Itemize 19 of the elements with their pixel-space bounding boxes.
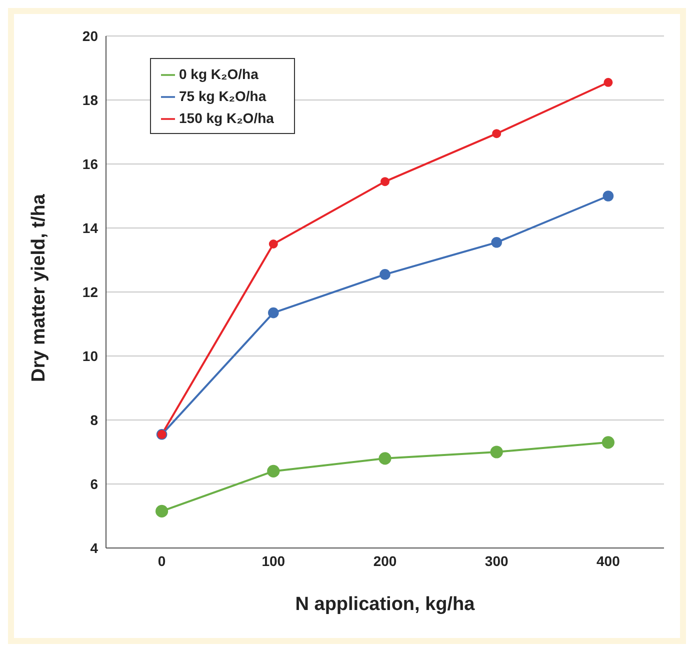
y-tick-label: 20 (82, 28, 98, 44)
y-tick-label: 18 (82, 92, 98, 108)
y-tick-label: 4 (90, 540, 98, 556)
x-tick-label: 100 (262, 552, 286, 569)
legend-label: 150 kg K₂O/ha (179, 110, 274, 126)
y-tick-label: 14 (82, 220, 98, 236)
y-tick-label: 6 (90, 476, 98, 492)
y-tick-label: 12 (82, 284, 98, 300)
legend-label: 75 kg K₂O/ha (179, 88, 266, 104)
y-tick-label: 10 (82, 348, 98, 364)
x-tick-label: 400 (596, 552, 620, 569)
legend-label: 0 kg K₂O/ha (179, 66, 258, 82)
y-tick-label: 8 (90, 412, 98, 428)
x-axis-title: N application, kg/ha (295, 594, 476, 615)
y-tick-label: 16 (82, 156, 98, 172)
x-tick-label: 0 (158, 552, 166, 569)
x-tick-label: 200 (373, 552, 397, 569)
x-tick-label: 300 (484, 552, 508, 569)
y-axis-title: Dry matter yield, t/ha (28, 194, 50, 382)
